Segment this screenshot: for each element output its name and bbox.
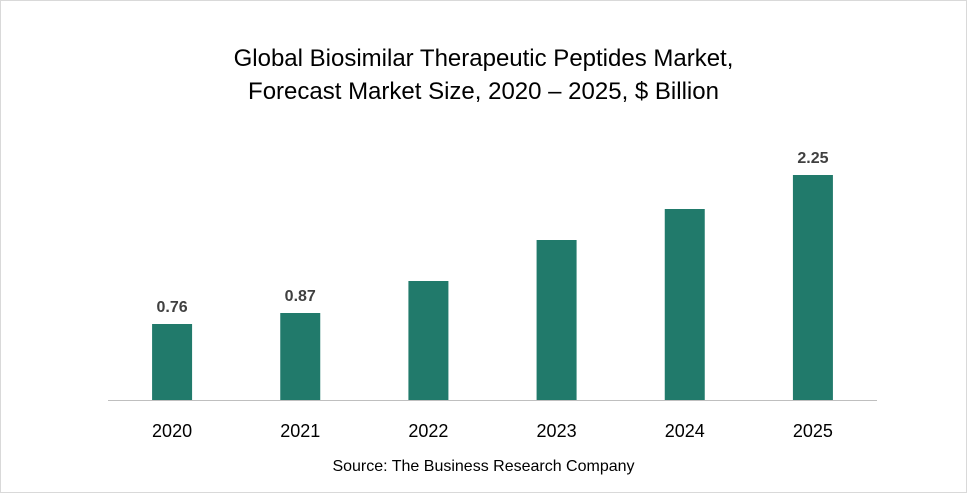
chart-title: Global Biosimilar Therapeutic Peptides M… [0, 42, 967, 108]
bar-2023 [536, 240, 577, 400]
x-tick-2024: 2024 [665, 421, 705, 441]
x-tick-2023: 2023 [537, 421, 577, 441]
x-tick-2020: 2020 [152, 421, 192, 441]
x-tick-labels-group: 2020 2021 2022 2023 2024 2025 [152, 421, 833, 441]
data-labels-group: 0.76 0.87 2.25 [157, 150, 829, 316]
bar-2020 [152, 324, 193, 400]
bars-group [152, 175, 833, 400]
chart-title-line-2: Forecast Market Size, 2020 – 2025, $ Bil… [248, 78, 719, 105]
bar-2021 [280, 313, 321, 400]
data-label-2020: 0.76 [157, 299, 188, 316]
data-label-2021: 0.87 [285, 288, 316, 305]
bar-2024 [664, 209, 705, 400]
x-tick-2022: 2022 [408, 421, 448, 441]
x-tick-2025: 2025 [793, 421, 833, 441]
bar-2025 [792, 175, 833, 400]
chart-source: Source: The Business Research Company [332, 458, 635, 475]
x-tick-2021: 2021 [280, 421, 320, 441]
bar-2022 [408, 281, 449, 400]
chart-title-line-1: Global Biosimilar Therapeutic Peptides M… [233, 45, 734, 72]
data-label-2025: 2.25 [797, 150, 828, 167]
